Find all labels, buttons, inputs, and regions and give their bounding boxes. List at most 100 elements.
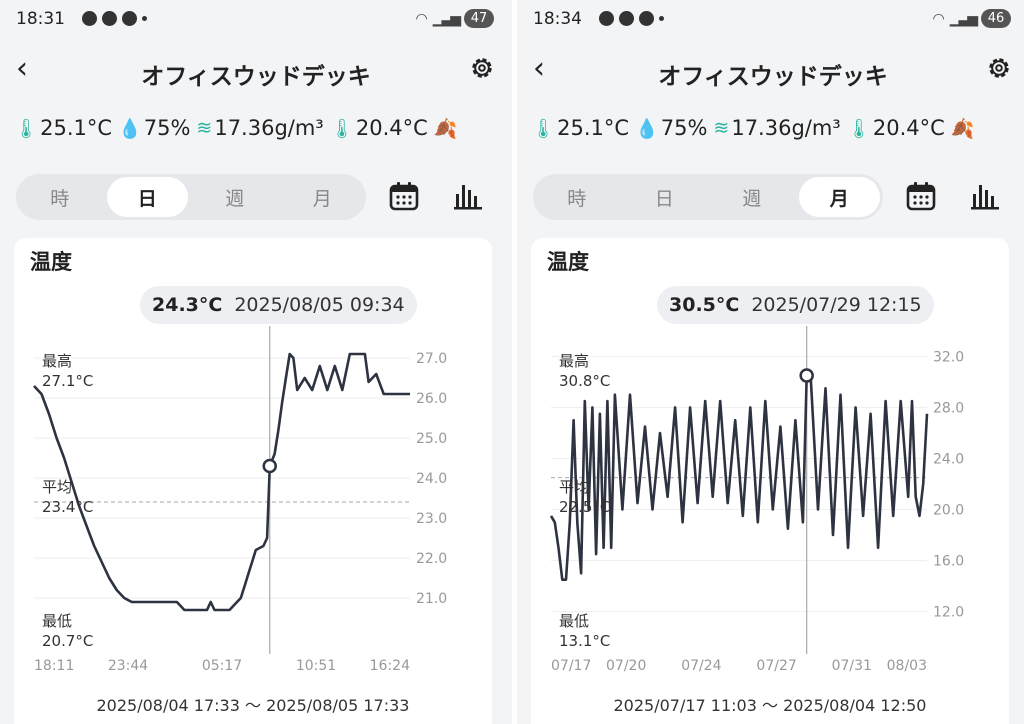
calendar-icon[interactable] (388, 180, 420, 212)
min-label: 最低 (559, 612, 589, 630)
metric-absolute-humidity: ≋ 17.36g/m³ (713, 116, 840, 140)
temperature-chart[interactable]: 21.0 22.0 23.0 24.0 25.0 26.0 27.0 18:11 23:44 05… (14, 238, 492, 688)
battery-badge: 46 (981, 9, 1011, 28)
notification-alert-icon (122, 11, 137, 26)
y-tick-label: 26.0 (416, 391, 447, 407)
selected-value: 30.5°C (669, 294, 740, 316)
calendar-icon[interactable] (905, 180, 937, 212)
metric-humidity: 💧 75% (118, 116, 190, 140)
screen-divider (512, 0, 517, 724)
notification-badge-icon (102, 11, 117, 26)
y-tick-label: 32.0 (933, 349, 964, 365)
x-tick-label: 05:17 (202, 658, 242, 674)
page-title: オフィスウッドデッキ (141, 64, 371, 90)
dewpoint-icon: 🌡 (329, 117, 354, 140)
tab-week[interactable]: 週 (742, 187, 762, 210)
metric-value: 75% (660, 116, 708, 140)
screen-day-view: 18:31 ◠ ▁▃▅ 47 ‹ オフィスウッドデッキ 🌡 25.1°C 💧 7 (0, 0, 512, 724)
back-chevron-icon[interactable]: ‹ (533, 51, 545, 86)
metric-temperature: 🌡 25.1°C (14, 116, 112, 140)
avg-label: 平均 (559, 478, 589, 496)
x-tick-label: 07/31 (832, 658, 872, 674)
bar-chart-icon[interactable] (969, 180, 1001, 212)
tab-day[interactable]: 日 (106, 177, 188, 217)
metric-value: 25.1°C (40, 116, 113, 140)
y-tick-label: 22.0 (416, 551, 447, 567)
metric-value: 20.4°C (355, 116, 428, 140)
x-tick-label: 07/24 (681, 658, 721, 674)
tab-month[interactable]: 月 (312, 187, 332, 210)
status-bar: 18:34 ◠ ▁▃▅ 46 (517, 0, 1024, 36)
signal-icon: ▁▃▅ (432, 10, 461, 27)
min-value: 13.1°C (559, 632, 610, 650)
avg-value: 22.5°C (559, 498, 610, 516)
thermometer-icon: 🌡 (14, 117, 39, 140)
temperature-chart[interactable]: 12.0 16.0 20.0 24.0 28.0 32.0 07/17 07/20 07/24 0… (531, 238, 1009, 688)
temperature-series-line (33, 352, 410, 612)
battery-badge: 47 (464, 9, 494, 28)
x-tick-label: 07/27 (756, 658, 796, 674)
avg-label: 平均 (42, 478, 72, 496)
temperature-card: 温度 30.5°C 2025/07/29 12:15 12.0 16.0 20.0 2… (531, 238, 1009, 724)
y-tick-label: 12.0 (933, 605, 964, 621)
wind-icon: ≋ (713, 117, 730, 139)
selected-point-pill: 30.5°C 2025/07/29 12:15 (657, 286, 934, 324)
y-tick-label: 27.0 (416, 351, 447, 367)
tab-day[interactable]: 日 (654, 187, 674, 210)
y-tick-label: 23.0 (416, 511, 447, 527)
y-tick-label: 21.0 (416, 591, 447, 607)
wind-icon: ≋ (196, 117, 213, 139)
y-tick-label: 20.0 (933, 503, 964, 519)
y-tick-label: 24.0 (416, 471, 447, 487)
wifi-icon: ◠ (932, 10, 945, 27)
y-tick-label: 28.0 (933, 400, 964, 416)
back-chevron-icon[interactable]: ‹ (16, 51, 28, 86)
temperature-series-line (549, 370, 929, 582)
card-title: 温度 (30, 250, 72, 274)
max-value: 30.8°C (559, 372, 610, 390)
max-label: 最高 (559, 352, 589, 370)
system-status: ◠ ▁▃▅ 47 (415, 9, 494, 28)
signal-icon: ▁▃▅ (949, 10, 978, 27)
date-range: 2025/07/17 11:03 〜 2025/08/04 12:50 (613, 696, 927, 715)
notification-alert-icon (639, 11, 654, 26)
status-time: 18:34 (533, 9, 582, 29)
metric-value: 17.36g/m³ (214, 116, 324, 140)
tab-month[interactable]: 月 (798, 177, 880, 217)
metric-temperature: 🌡 25.1°C (531, 116, 629, 140)
metric-humidity: 💧 75% (635, 116, 707, 140)
screen-month-view: 18:34 ◠ ▁▃▅ 46 ‹ オフィスウッドデッキ 🌡 25.1°C 💧 7 (517, 0, 1024, 724)
period-tabs: 時 日 週 月 (16, 174, 366, 220)
gear-icon[interactable] (468, 54, 496, 82)
app-header: ‹ オフィスウッドデッキ (0, 40, 512, 100)
tab-hour[interactable]: 時 (50, 187, 70, 210)
metric-value: 25.1°C (557, 116, 630, 140)
status-time: 18:31 (16, 9, 65, 29)
notification-app-icon (599, 11, 614, 26)
x-tick-label: 08/03 (887, 658, 927, 674)
period-tabs: 時 日 週 月 (533, 174, 883, 220)
selected-time: 2025/07/29 12:15 (751, 294, 922, 316)
x-tick-label: 07/17 (551, 658, 591, 674)
min-value: 20.7°C (42, 632, 93, 650)
max-label: 最高 (42, 352, 72, 370)
date-range: 2025/08/04 17:33 〜 2025/08/05 17:33 (96, 696, 410, 715)
tab-hour[interactable]: 時 (567, 187, 587, 210)
temperature-card: 温度 24.3°C 2025/08/05 09:34 21.0 22.0 23.0 2… (14, 238, 492, 724)
droplet-icon: 💧 (118, 117, 142, 140)
y-tick-label: 25.0 (416, 431, 447, 447)
selected-value: 24.3°C (152, 294, 223, 316)
selected-point-marker (799, 368, 814, 383)
x-tick-label: 23:44 (108, 658, 148, 674)
tab-week[interactable]: 週 (225, 187, 245, 210)
bar-chart-icon[interactable] (452, 180, 484, 212)
gear-icon[interactable] (985, 54, 1013, 82)
max-value: 27.1°C (42, 372, 93, 390)
metric-dew-point: 🌡 20.4°C (330, 116, 428, 140)
selected-point-pill: 24.3°C 2025/08/05 09:34 (140, 286, 417, 324)
card-title: 温度 (547, 250, 589, 274)
more-notifications-dot-icon (142, 16, 147, 21)
avg-value: 23.4°C (42, 498, 93, 516)
notification-icons (599, 11, 664, 26)
system-status: ◠ ▁▃▅ 46 (932, 9, 1011, 28)
